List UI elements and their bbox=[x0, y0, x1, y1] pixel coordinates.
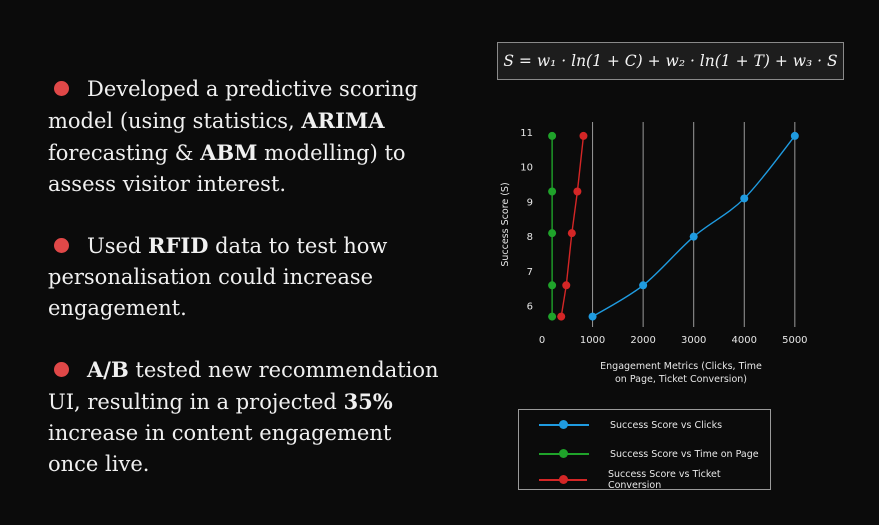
bullet-list: Developed a predictive scoring model (us… bbox=[48, 74, 448, 480]
data-point bbox=[588, 312, 597, 321]
data-point bbox=[740, 194, 749, 203]
x-tick-label: 5000 bbox=[782, 335, 807, 346]
data-point bbox=[689, 232, 698, 241]
data-point bbox=[548, 187, 557, 196]
bullet-item-3: A/B tested new recommendation UI, result… bbox=[48, 357, 439, 476]
data-point bbox=[790, 131, 799, 140]
data-point bbox=[562, 281, 571, 290]
y-tick-label: 8 bbox=[527, 232, 533, 243]
scoring-formula: S = w₁ · ln(1 + C) + w₂ · ln(1 + T) + w₃… bbox=[497, 42, 844, 80]
data-point bbox=[573, 187, 582, 196]
bullet-dot-icon bbox=[54, 81, 69, 96]
data-point bbox=[548, 312, 557, 321]
data-point bbox=[567, 229, 576, 238]
legend-marker-icon bbox=[539, 418, 589, 432]
data-point bbox=[548, 131, 557, 140]
legend-marker-icon bbox=[539, 447, 589, 461]
x-tick-label: 3000 bbox=[681, 335, 706, 346]
data-point bbox=[639, 281, 648, 290]
bullet-dot-icon bbox=[54, 362, 69, 377]
x-tick-label: 4000 bbox=[732, 335, 757, 346]
legend-label: Success Score vs Ticket Conversion bbox=[607, 469, 721, 491]
legend-label: Success Score vs Clicks bbox=[610, 419, 723, 431]
data-point bbox=[548, 281, 557, 290]
y-tick-label: 10 bbox=[520, 163, 533, 174]
y-tick-label: 6 bbox=[527, 302, 533, 313]
legend-entry: Success Score vs Clicks bbox=[519, 418, 722, 432]
y-tick-label: 7 bbox=[527, 267, 533, 278]
bullet-item-1: Developed a predictive scoring model (us… bbox=[48, 77, 418, 196]
y-tick-label: 9 bbox=[527, 197, 533, 208]
legend-label: Success Score vs Time on Page bbox=[610, 448, 759, 460]
legend-entry: Success Score vs Time on Page bbox=[519, 447, 759, 461]
bullet-item-2: Used RFID data to test how personalisati… bbox=[48, 233, 388, 320]
x-tick-label: 2000 bbox=[630, 335, 655, 346]
chart-legend: Success Score vs Clicks Success Score vs … bbox=[518, 409, 771, 491]
series-line bbox=[560, 135, 585, 317]
x-axis-label: Engagement Metrics (Clicks, Time on Page,… bbox=[600, 361, 762, 385]
line-chart: 0 1000 2000 3000 4000 5000 6 7 8 9 10 11 Success Sco… bbox=[500, 122, 808, 385]
legend-marker-icon bbox=[539, 473, 587, 487]
data-point bbox=[579, 131, 588, 140]
x-tick-label: 1000 bbox=[580, 335, 605, 346]
y-tick-label: 11 bbox=[520, 128, 533, 139]
data-point bbox=[548, 229, 557, 238]
x-tick-label: 0 bbox=[539, 335, 545, 346]
legend-entry: Success Score vs Ticket Conversion bbox=[519, 469, 770, 491]
y-axis-label: Success Score (S) bbox=[500, 182, 511, 266]
bullet-dot-icon bbox=[54, 238, 69, 253]
data-point bbox=[557, 312, 566, 321]
